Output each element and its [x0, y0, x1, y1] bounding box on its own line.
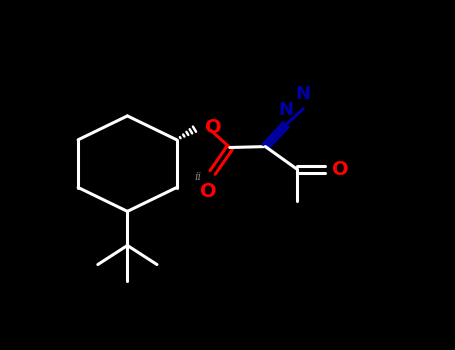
Text: N: N — [278, 101, 293, 119]
Text: O: O — [332, 160, 349, 179]
Text: ii: ii — [195, 172, 202, 182]
Text: O: O — [200, 182, 217, 201]
Text: O: O — [205, 118, 222, 136]
Text: N: N — [296, 85, 311, 103]
